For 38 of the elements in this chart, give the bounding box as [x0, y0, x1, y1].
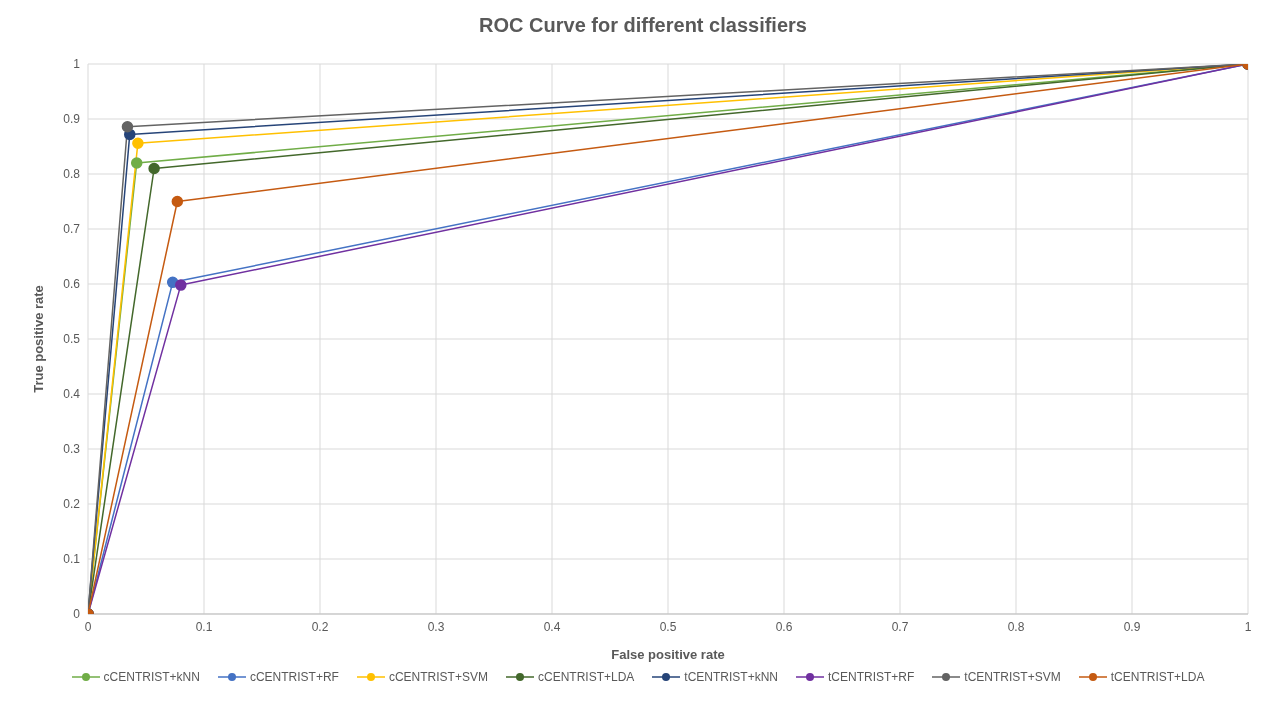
point	[148, 162, 160, 175]
y-tick-label: 0.8	[63, 167, 81, 182]
legend-label: tCENTRIST+LDA	[1110, 670, 1205, 684]
point	[175, 279, 187, 291]
point	[132, 137, 144, 149]
y-tick-label: 1	[73, 57, 81, 72]
chart-title: ROC Curve for different classifiers	[478, 14, 808, 38]
x-tick-label: 0.5	[659, 619, 677, 634]
y-tick-label: 0.4	[63, 387, 81, 402]
y-tick-label: 0.1	[63, 552, 81, 567]
y-axis-title: True positive rate	[30, 285, 46, 393]
y-tick-label: 0.7	[63, 222, 81, 237]
x-tick-label: 0.1	[195, 619, 213, 634]
y-tick-label: 0.5	[63, 332, 81, 347]
x-axis-title: False positive rate	[611, 647, 725, 662]
y-tick-label: 0.3	[63, 442, 81, 457]
legend-label: cCENTRIST+LDA	[537, 670, 635, 684]
x-tick-label: 1	[1244, 619, 1252, 634]
y-tick-label: 0	[73, 607, 81, 622]
x-tick-label: 0.4	[543, 619, 561, 634]
y-tick-label: 0.2	[63, 497, 81, 512]
legend-label: cCENTRIST+SVM	[388, 670, 488, 684]
legend-label: tCENTRIST+kNN	[684, 670, 779, 684]
x-tick-label: 0.8	[1007, 619, 1025, 634]
point	[121, 120, 134, 133]
legend-label: cCENTRIST+kNN	[103, 670, 200, 684]
x-tick-label: 0	[84, 619, 92, 634]
legend-label: tCENTRIST+SVM	[964, 670, 1061, 684]
x-tick-label: 0.6	[775, 619, 793, 634]
legend-label: tCENTRIST+RF	[828, 670, 915, 684]
y-tick-label: 0.6	[63, 277, 81, 292]
y-tick-label: 0.9	[63, 112, 81, 127]
legend-label: cCENTRIST+RF	[249, 670, 339, 684]
x-tick-label: 0.3	[427, 619, 445, 634]
point	[130, 157, 143, 169]
x-tick-label: 0.7	[891, 619, 909, 634]
x-tick-label: 0.9	[1123, 619, 1141, 634]
x-tick-label: 0.2	[311, 619, 329, 634]
